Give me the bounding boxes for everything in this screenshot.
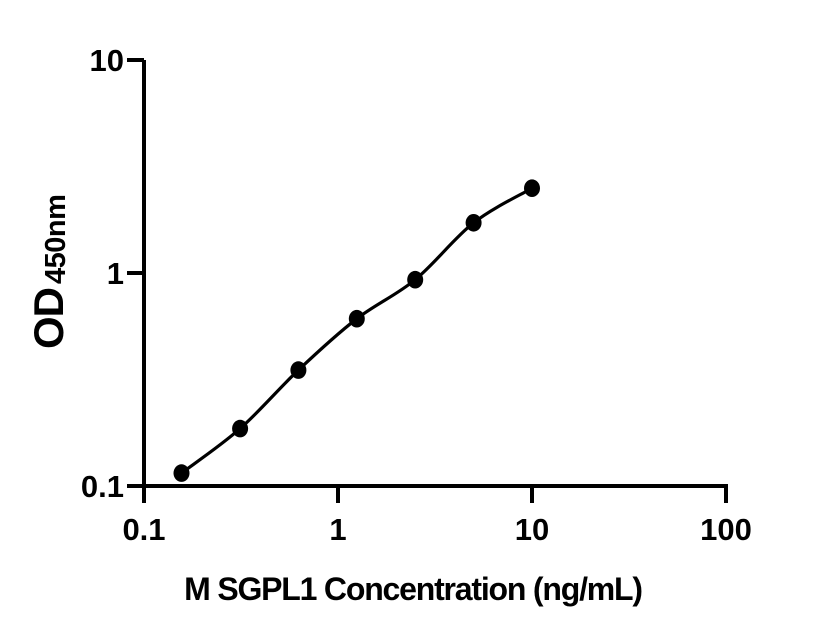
data-point-marker — [173, 464, 190, 482]
y-tick-label: 0.1 — [81, 469, 124, 504]
data-point-marker — [348, 309, 365, 328]
x-tick-label: 1 — [329, 512, 346, 547]
data-point-marker — [232, 419, 249, 438]
data-point-marker — [524, 179, 540, 197]
y-axis-ticks — [127, 58, 144, 488]
axes: 0.1 1 10 100 0.1 1 10 — [81, 43, 752, 547]
y-axis-tick-labels: 0.1 1 10 — [81, 43, 124, 504]
x-axis-ticks — [142, 486, 728, 503]
y-axis-title-subscript: 450nm — [40, 195, 72, 284]
y-tick-label: 10 — [90, 43, 124, 78]
x-axis-title: M SGPL1 Concentration (ng/mL) — [184, 571, 642, 607]
x-tick-label: 10 — [515, 512, 549, 547]
data-point-marker — [290, 361, 307, 379]
x-axis-tick-labels: 0.1 1 10 100 — [122, 512, 751, 547]
y-tick-label: 1 — [107, 256, 124, 291]
x-tick-label: 0.1 — [122, 512, 165, 547]
y-axis-title-main: OD — [25, 288, 72, 349]
data-point-marker — [465, 214, 482, 232]
data-point-marker — [407, 270, 424, 289]
x-tick-label: 100 — [700, 512, 752, 547]
series-layer — [173, 179, 540, 482]
y-axis-title: OD 450nm — [25, 195, 72, 349]
